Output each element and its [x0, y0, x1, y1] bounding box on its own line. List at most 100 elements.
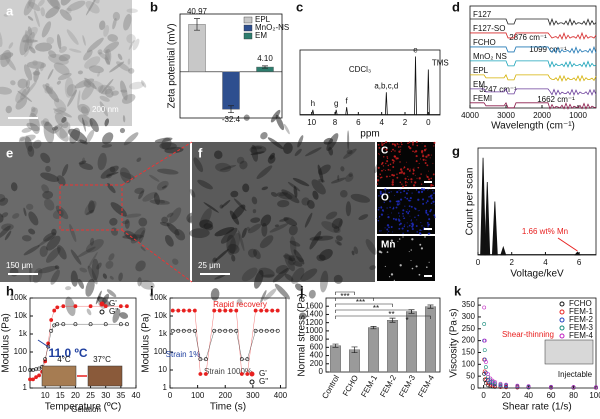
panel-label: a: [6, 3, 14, 18]
eds-dot: [404, 196, 406, 199]
marker: [253, 308, 258, 313]
texture: [116, 61, 131, 72]
marker: [482, 322, 487, 326]
texture: [122, 220, 130, 225]
eds-dot: [392, 148, 394, 151]
texture: [138, 190, 144, 200]
texture: [135, 260, 146, 272]
legend-label: G'': [109, 307, 119, 316]
y-tick-label: 1: [23, 383, 28, 392]
eds-dot: [380, 230, 382, 232]
y-tick-label: 100k: [10, 293, 28, 302]
texture: [321, 221, 341, 234]
texture: [189, 228, 210, 239]
texture: [293, 185, 298, 198]
x-tick-label: 6: [577, 258, 582, 267]
eds-dot: [409, 215, 411, 217]
eds-dot: [411, 225, 414, 228]
texture: [253, 270, 264, 289]
eds-dot: [432, 162, 434, 164]
texture: [269, 223, 289, 233]
texture: [267, 137, 284, 150]
eds-dot: [386, 207, 388, 209]
texture: [153, 192, 160, 205]
texture: [51, 228, 57, 236]
texture: [104, 118, 110, 127]
texture: [277, 199, 290, 208]
y-tick-label: 0: [319, 367, 324, 376]
marker: [204, 357, 208, 362]
eds-dot: [400, 146, 402, 148]
texture: [159, 142, 177, 150]
texture: [34, 10, 40, 28]
eds-dot: [398, 215, 401, 217]
texture: [137, 277, 142, 287]
eds-dot: [386, 156, 388, 158]
texture: [109, 166, 116, 173]
texture: [29, 46, 36, 54]
legend-label: MnO₂-NS: [255, 23, 289, 32]
legend-label: FEM-3: [569, 323, 594, 332]
texture: [214, 150, 223, 160]
panel-label: d: [452, 0, 460, 14]
texture: [242, 183, 250, 193]
texture: [252, 209, 257, 214]
legend-label: G'': [259, 377, 269, 386]
panel-label: h: [6, 283, 14, 298]
texture: [44, 86, 54, 94]
texture: [20, 86, 31, 100]
texture: [320, 270, 329, 293]
marker: [228, 328, 233, 333]
marker: [492, 382, 497, 387]
texture: [140, 246, 146, 252]
panel-label: g: [452, 143, 460, 158]
panel-label: j: [299, 283, 304, 298]
series-label: EM: [473, 80, 485, 89]
x-tick-label: 100: [191, 391, 205, 400]
eds-dot: [398, 203, 401, 205]
texture: [229, 210, 240, 225]
y-axis-label: Count per scan: [465, 168, 476, 236]
marker: [498, 381, 503, 386]
eds-dot: [378, 146, 381, 149]
texture: [5, 105, 12, 114]
error-bar: [228, 105, 234, 114]
eds-dot: [419, 209, 420, 211]
eds-dot: [399, 168, 403, 171]
eds-dot: [422, 198, 425, 201]
texture: [96, 262, 102, 270]
texture: [78, 160, 87, 165]
texture: [79, 267, 88, 273]
eds-dot: [383, 156, 385, 158]
x-tick-label: 200: [219, 391, 233, 400]
y-tick-label: 50: [466, 371, 475, 380]
x-tick-label: 20: [71, 391, 80, 400]
texture: [53, 108, 72, 118]
annotation: Injectable: [558, 370, 593, 379]
marker: [217, 308, 222, 313]
marker: [176, 328, 181, 333]
marker: [482, 338, 487, 343]
marker: [187, 328, 192, 333]
eds-dot: [377, 208, 380, 211]
texture: [161, 185, 167, 189]
legend-swatch: [243, 24, 253, 32]
eds-dot: [402, 185, 405, 188]
x-tick-label: FCHO: [341, 374, 360, 398]
texture: [77, 70, 83, 75]
series-label: EPL: [473, 66, 489, 75]
eds-dot: [385, 141, 388, 144]
texture: [46, 36, 55, 45]
texture: [37, 265, 58, 274]
x-tick-label: FEM-2: [378, 373, 398, 399]
texture: [295, 283, 304, 291]
eds-dot: [426, 213, 429, 216]
panel-label: b: [150, 0, 158, 14]
texture: [236, 298, 243, 305]
eds-dot: [428, 218, 431, 221]
texture: [230, 190, 239, 198]
eds-dot: [430, 154, 432, 156]
eds-dot: [394, 218, 398, 221]
x-tick-label: Control: [320, 373, 341, 400]
significance-bracket: [335, 291, 355, 295]
